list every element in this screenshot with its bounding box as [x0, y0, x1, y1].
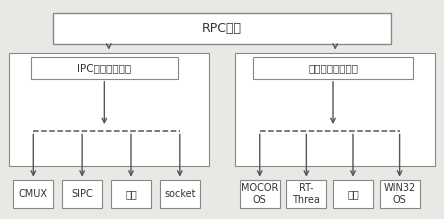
Text: MOCOR
OS: MOCOR OS — [241, 183, 278, 205]
Text: RPC内核: RPC内核 — [202, 22, 242, 35]
FancyBboxPatch shape — [53, 13, 391, 44]
Text: socket: socket — [164, 189, 195, 199]
Text: 其他: 其他 — [125, 189, 137, 199]
FancyBboxPatch shape — [111, 180, 151, 208]
FancyBboxPatch shape — [13, 180, 53, 208]
FancyBboxPatch shape — [286, 180, 326, 208]
Text: CMUX: CMUX — [19, 189, 48, 199]
FancyBboxPatch shape — [160, 180, 200, 208]
FancyBboxPatch shape — [62, 180, 102, 208]
FancyBboxPatch shape — [253, 57, 413, 79]
Text: 操作系统封装模块: 操作系统封装模块 — [308, 63, 358, 73]
Text: SIPC: SIPC — [71, 189, 93, 199]
Text: WIN32
OS: WIN32 OS — [384, 183, 416, 205]
FancyBboxPatch shape — [240, 180, 280, 208]
Text: IPC接口映射模块: IPC接口映射模块 — [77, 63, 131, 73]
Text: 其他: 其他 — [347, 189, 359, 199]
Text: RT-
Threa: RT- Threa — [293, 183, 320, 205]
FancyBboxPatch shape — [235, 53, 435, 166]
FancyBboxPatch shape — [333, 180, 373, 208]
FancyBboxPatch shape — [9, 53, 209, 166]
FancyBboxPatch shape — [380, 180, 420, 208]
FancyBboxPatch shape — [31, 57, 178, 79]
